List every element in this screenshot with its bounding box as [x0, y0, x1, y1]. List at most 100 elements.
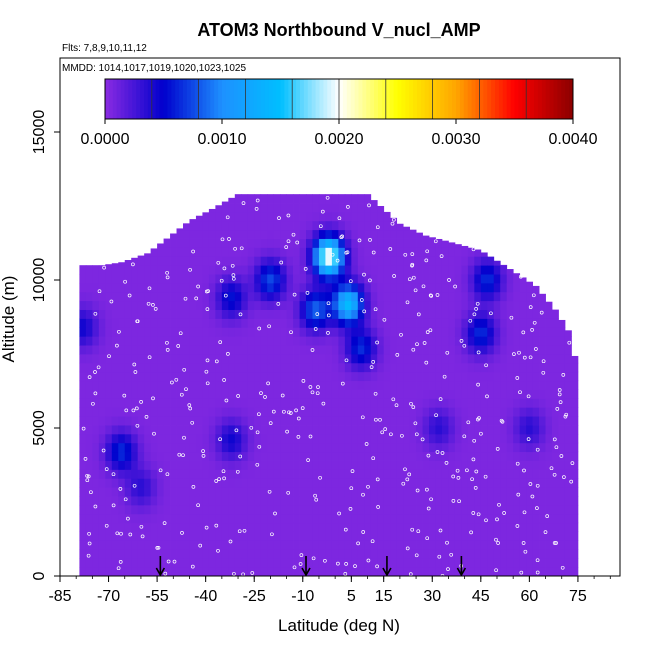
- heatmap-cell: [364, 247, 372, 257]
- colorbar-segment: [264, 79, 270, 119]
- heatmap-cell: [124, 371, 132, 382]
- sample-point: [219, 278, 224, 283]
- heatmap-cell: [79, 282, 87, 293]
- heatmap-cell: [467, 274, 475, 284]
- heatmap-cell: [318, 558, 326, 568]
- heatmap-cell: [364, 203, 372, 213]
- heatmap-cell: [234, 460, 242, 470]
- heatmap-cell: [111, 531, 119, 541]
- heatmap-cell: [519, 522, 527, 532]
- heatmap-cell: [118, 531, 126, 541]
- heatmap-cell: [189, 496, 197, 506]
- heatmap-cell: [228, 318, 236, 328]
- heatmap-cell: [403, 256, 410, 266]
- heatmap-cell: [364, 265, 372, 275]
- heatmap-cell: [532, 487, 540, 497]
- heatmap-cell: [344, 300, 352, 310]
- heatmap-cell: [234, 416, 242, 426]
- heatmap-cell: [92, 531, 100, 541]
- heatmap-cell: [500, 380, 508, 390]
- heatmap-cell: [493, 260, 501, 266]
- heatmap-cell: [202, 398, 210, 408]
- heatmap-cell: [545, 460, 553, 470]
- sample-point: [499, 418, 504, 423]
- colorbar-segment: [378, 79, 383, 119]
- heatmap-cell: [267, 238, 275, 248]
- colorbar-segment: [190, 79, 196, 119]
- heatmap-cell: [331, 540, 339, 550]
- heatmap-cell: [144, 460, 152, 470]
- sample-point: [132, 362, 137, 367]
- heatmap-cell: [364, 513, 372, 524]
- heatmap-cell: [293, 309, 300, 319]
- colorbar-segment: [179, 79, 184, 119]
- heatmap-cell: [519, 336, 527, 346]
- heatmap-cell: [221, 407, 229, 417]
- heatmap-cell: [247, 425, 255, 435]
- colorbar-segment: [186, 79, 192, 119]
- sample-point: [255, 462, 260, 467]
- heatmap-cell: [539, 380, 546, 390]
- sample-point: [552, 472, 557, 477]
- sample-point: [522, 468, 526, 473]
- heatmap-cell: [377, 425, 385, 435]
- heatmap-cell: [416, 300, 423, 310]
- sample-point: [318, 475, 322, 480]
- heatmap-cell: [370, 451, 378, 461]
- heatmap-cell: [150, 513, 158, 524]
- heatmap-cell: [467, 567, 475, 577]
- heatmap-cell: [351, 309, 359, 319]
- heatmap-cell: [552, 469, 559, 479]
- heatmap-cell: [157, 442, 164, 453]
- heatmap-cell: [429, 478, 436, 488]
- heatmap-cell: [390, 220, 398, 231]
- heatmap-cell: [526, 487, 533, 497]
- heatmap-cell: [435, 291, 443, 302]
- heatmap-cell: [267, 327, 275, 337]
- heatmap-cell: [79, 318, 87, 328]
- heatmap-cell: [247, 345, 255, 355]
- heatmap-cell: [85, 451, 93, 461]
- heatmap-cell: [409, 398, 417, 408]
- heatmap-cell: [202, 300, 210, 310]
- heatmap-cell: [331, 416, 339, 426]
- heatmap-cell: [208, 309, 216, 319]
- heatmap-cell: [325, 567, 333, 577]
- heatmap-cell: [98, 487, 106, 497]
- sample-point: [259, 391, 263, 395]
- heatmap-cell: [526, 318, 533, 328]
- heatmap-cell: [163, 256, 171, 266]
- heatmap-cell: [195, 318, 203, 328]
- heatmap-cell: [215, 504, 223, 515]
- sample-point: [86, 553, 91, 558]
- heatmap-cell: [545, 558, 553, 568]
- heatmap-cell: [118, 345, 126, 355]
- heatmap-cell: [441, 558, 449, 568]
- heatmap-cell: [435, 265, 443, 275]
- heatmap-cell: [429, 274, 436, 284]
- heatmap-cell: [131, 513, 139, 524]
- colorbar-segment: [510, 79, 515, 119]
- sample-point: [494, 537, 498, 542]
- heatmap-cell: [357, 407, 365, 417]
- heatmap-cell: [435, 549, 443, 559]
- colorbar-segment: [319, 79, 324, 119]
- heatmap-cell: [254, 504, 262, 515]
- heatmap-cell: [545, 327, 553, 337]
- heatmap-cell: [493, 354, 501, 364]
- heatmap-cell: [448, 318, 456, 328]
- heatmap-cell: [370, 211, 378, 222]
- heatmap-cell: [351, 229, 359, 239]
- colorbar-segment: [557, 79, 562, 119]
- heatmap-cell: [183, 451, 190, 461]
- heatmap-cell: [202, 496, 210, 506]
- heatmap-cell: [267, 371, 275, 382]
- heatmap-cell: [441, 327, 449, 337]
- heatmap-cell: [195, 274, 203, 284]
- heatmap-cell: [519, 478, 527, 488]
- heatmap-cell: [286, 345, 294, 355]
- heatmap-cell: [318, 345, 326, 355]
- sample-point: [172, 559, 177, 564]
- heatmap-cell: [519, 460, 527, 470]
- heatmap-cell: [92, 522, 100, 532]
